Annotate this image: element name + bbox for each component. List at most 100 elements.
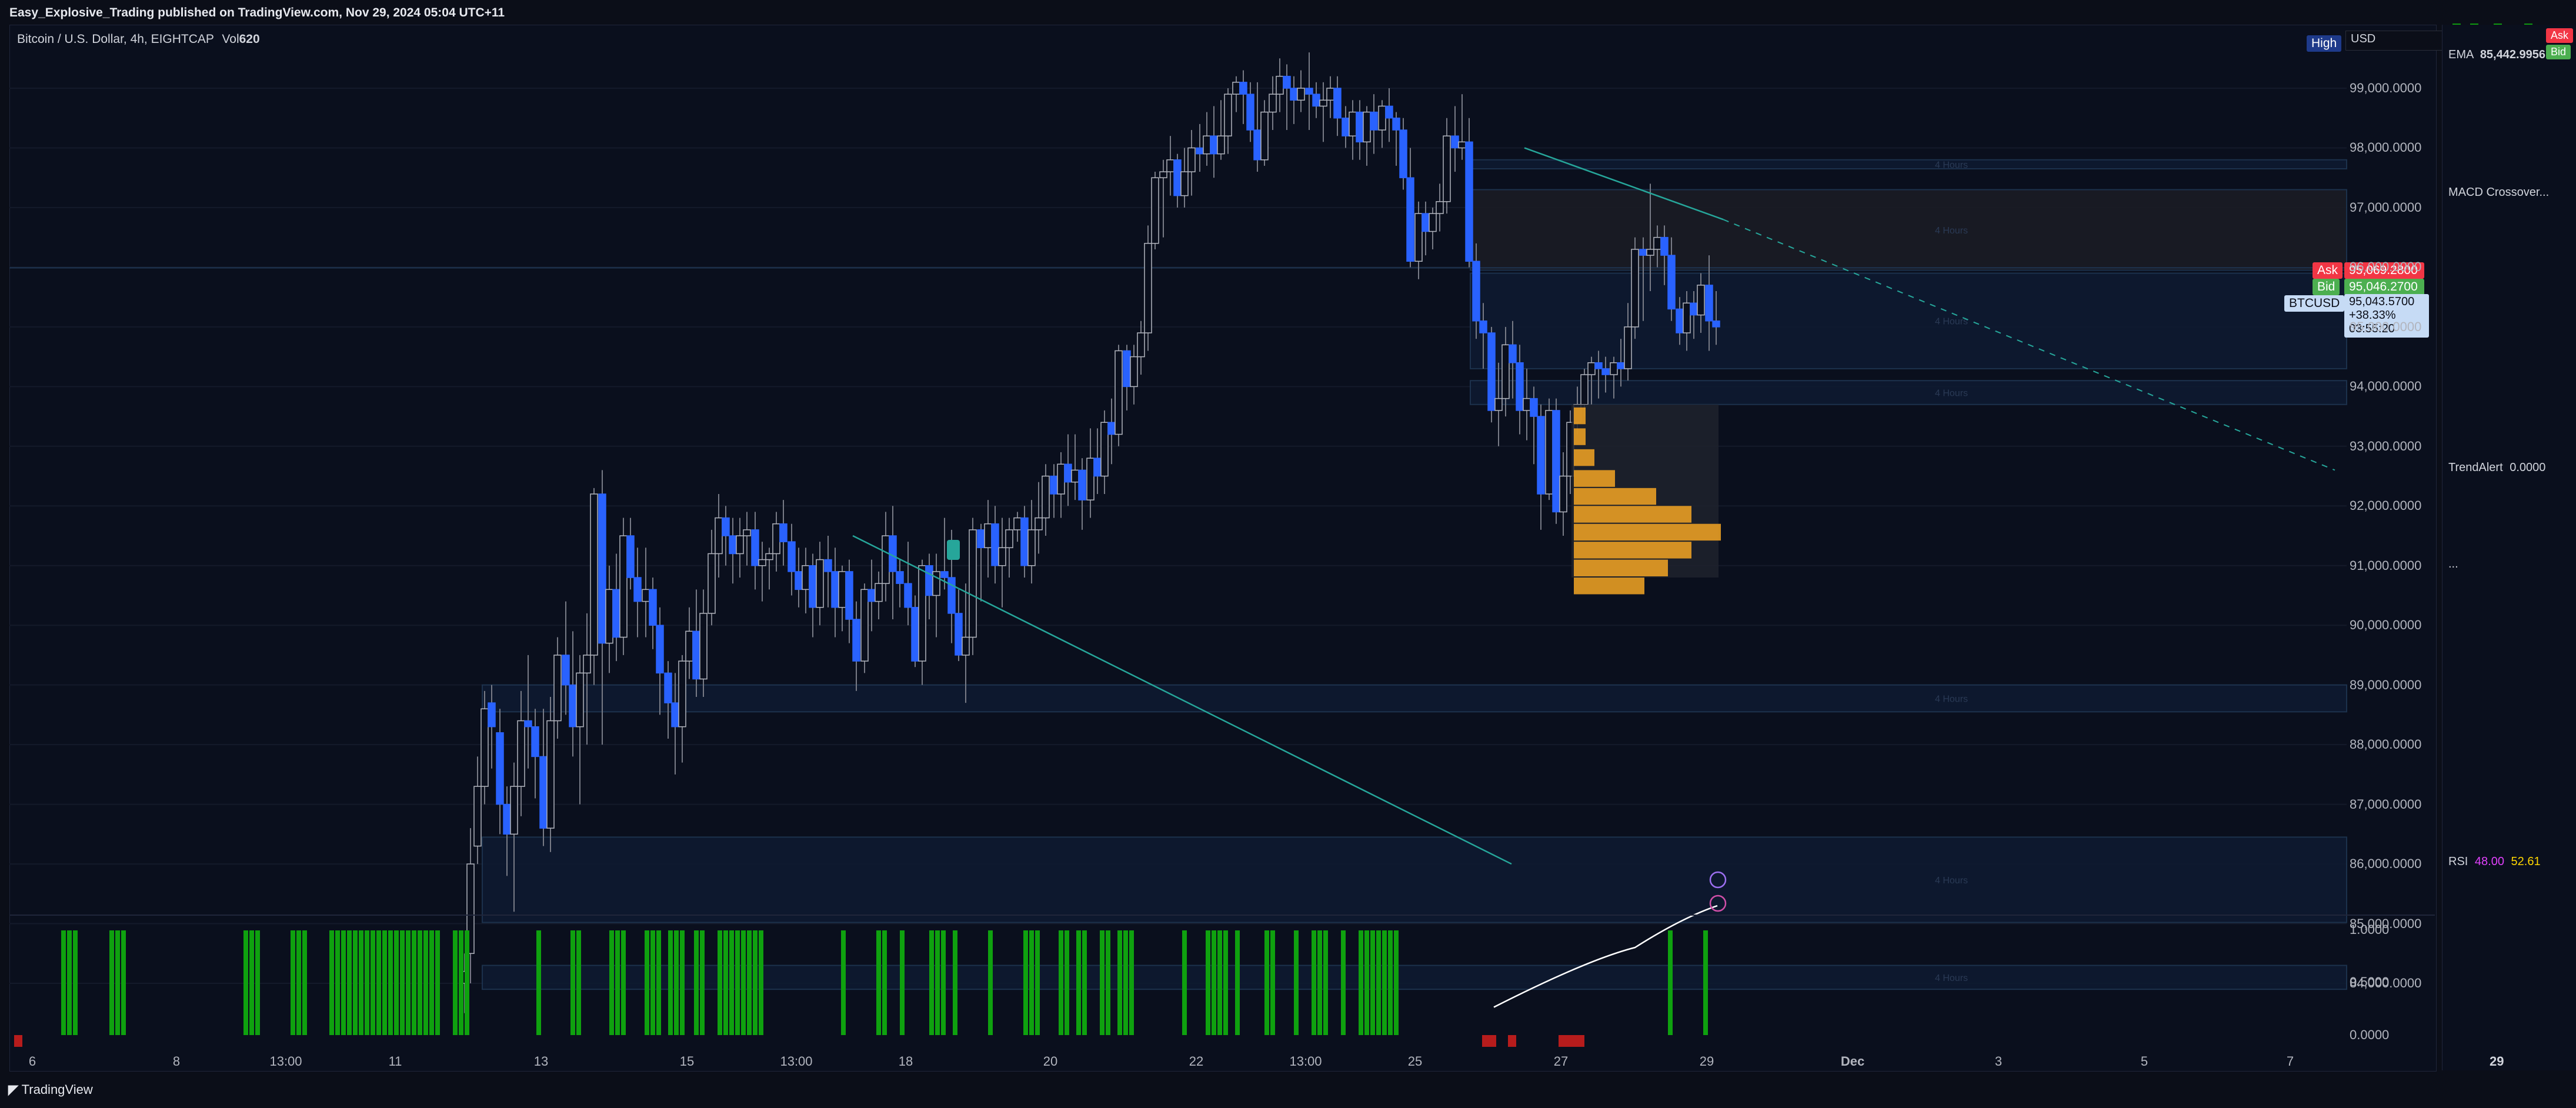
- histogram-bar-green: [61, 930, 66, 1035]
- candle-body: [1406, 177, 1414, 262]
- candle-body: [1137, 332, 1145, 358]
- candle-body: [1537, 416, 1545, 495]
- time-tick: 13:00: [269, 1054, 302, 1069]
- price-tick: 94,000.0000: [2350, 379, 2422, 394]
- candle-body: [1624, 326, 1632, 369]
- publish-info: Easy_Explosive_Trading published on Trad…: [9, 6, 505, 19]
- candle-body: [590, 493, 598, 656]
- symbol-title: Bitcoin / U.S. Dollar, 4h, EIGHTCAP: [17, 32, 214, 46]
- candle-body: [1594, 362, 1603, 369]
- candle-body: [1151, 177, 1159, 244]
- time-tick: 15: [679, 1054, 695, 1069]
- histogram-bar-green: [929, 930, 934, 1035]
- candle-body: [1253, 129, 1262, 161]
- candle-body: [1667, 255, 1676, 310]
- histogram-bar-green: [406, 930, 411, 1035]
- histogram-bar-green: [570, 930, 575, 1035]
- tradingview-logo[interactable]: ◤ TradingView: [8, 1082, 93, 1097]
- candle-body: [1144, 243, 1152, 333]
- candle-body: [678, 660, 686, 727]
- histogram-bar-green: [1394, 930, 1399, 1035]
- price-tick: 84,000.0000: [2350, 976, 2422, 990]
- signal-markers: [947, 540, 1727, 912]
- trendline-down: [852, 535, 1512, 865]
- candle-body: [918, 565, 926, 662]
- candle-body: [1587, 362, 1596, 375]
- currency-selector[interactable]: USD: [2345, 31, 2444, 51]
- candle-body: [932, 571, 940, 596]
- histogram-bar-green: [1317, 930, 1322, 1035]
- time-tick: 5: [2140, 1054, 2148, 1069]
- candle-body: [1631, 249, 1639, 328]
- price-tick: 87,000.0000: [2350, 796, 2422, 812]
- candle-body: [1363, 111, 1371, 143]
- side-date-label: 29: [2490, 1054, 2504, 1069]
- candle-body: [788, 541, 796, 572]
- hist-legend[interactable]: ...: [2448, 558, 2458, 570]
- candle-body: [1071, 469, 1079, 483]
- ema-legend[interactable]: EMA 85,442.9956: [2448, 48, 2545, 62]
- histogram-bar-green: [700, 930, 705, 1035]
- candle-body: [1429, 213, 1437, 232]
- histogram-bar-green: [988, 930, 993, 1035]
- candle-body: [546, 720, 555, 829]
- histogram-bar-green: [359, 930, 363, 1035]
- histogram-bar-green: [615, 930, 620, 1035]
- time-tick: 11: [388, 1054, 402, 1069]
- candle-body: [867, 589, 876, 602]
- volume-profile-bar: [1574, 428, 1586, 445]
- symbol-legend[interactable]: Bitcoin / U.S. Dollar, 4h, EIGHTCAP Vol6…: [17, 32, 260, 46]
- candle-body: [524, 720, 532, 727]
- side-indicator-panel[interactable]: EMA 85,442.9956 Ask Bid MACD Crossover..…: [2442, 25, 2576, 1070]
- candle-body: [1269, 94, 1277, 113]
- zone-label: 4 Hours: [1935, 317, 1968, 327]
- histogram-bar-green: [1206, 930, 1210, 1035]
- time-tick: 27: [1553, 1054, 1569, 1069]
- candle-body: [562, 655, 570, 686]
- histogram-bar-green: [935, 930, 940, 1035]
- candle-body: [1545, 410, 1553, 495]
- ema-value: 85,442.9956: [2480, 48, 2546, 61]
- candle-body: [1559, 475, 1567, 513]
- histogram-bar-green: [1059, 930, 1063, 1035]
- candle-body: [1552, 410, 1560, 513]
- candle-body: [1326, 88, 1334, 101]
- histogram-bar-green: [1065, 930, 1069, 1035]
- candle-body: [1333, 88, 1342, 119]
- candle-body: [553, 655, 562, 722]
- candle-body: [991, 523, 999, 566]
- histogram-bar-green: [1294, 930, 1299, 1035]
- candle-body: [1342, 117, 1350, 136]
- candle-body: [1100, 422, 1109, 477]
- candle-body: [1159, 171, 1167, 178]
- side-bid-tag: Bid: [2546, 45, 2571, 59]
- buy-marker-icon: [947, 540, 960, 560]
- candle-body: [1210, 135, 1218, 155]
- candle-body: [1078, 469, 1086, 500]
- zone-label: 4 Hours: [1935, 160, 1968, 170]
- candle-body: [605, 589, 613, 644]
- histogram-bar-green: [621, 930, 626, 1035]
- histogram-bar-green: [73, 930, 78, 1035]
- trendalert-legend[interactable]: TrendAlert 0.0000: [2448, 461, 2545, 475]
- histogram-bar-green: [249, 930, 254, 1035]
- candle-body: [1130, 356, 1138, 388]
- candle-body: [1196, 147, 1204, 155]
- price-change: +38.33%: [2349, 309, 2396, 322]
- histogram-bar-green: [1270, 930, 1275, 1035]
- candle-body: [1180, 171, 1189, 196]
- zone-label: 4 Hours: [1935, 694, 1968, 704]
- macd-legend[interactable]: MACD Crossover...: [2448, 186, 2550, 199]
- zone-box: [1470, 272, 2347, 369]
- zone-box: [482, 965, 2347, 990]
- candle-body: [1646, 249, 1654, 256]
- candle-body: [1436, 201, 1444, 214]
- candle-body: [1297, 88, 1305, 101]
- candle-body: [531, 726, 539, 757]
- candle-body: [751, 529, 759, 566]
- candle-body: [1042, 475, 1050, 519]
- histogram-bar-green: [609, 930, 614, 1035]
- histogram-bar-green: [423, 930, 428, 1035]
- rsi-legend[interactable]: RSI 48.00 52.61: [2448, 855, 2541, 869]
